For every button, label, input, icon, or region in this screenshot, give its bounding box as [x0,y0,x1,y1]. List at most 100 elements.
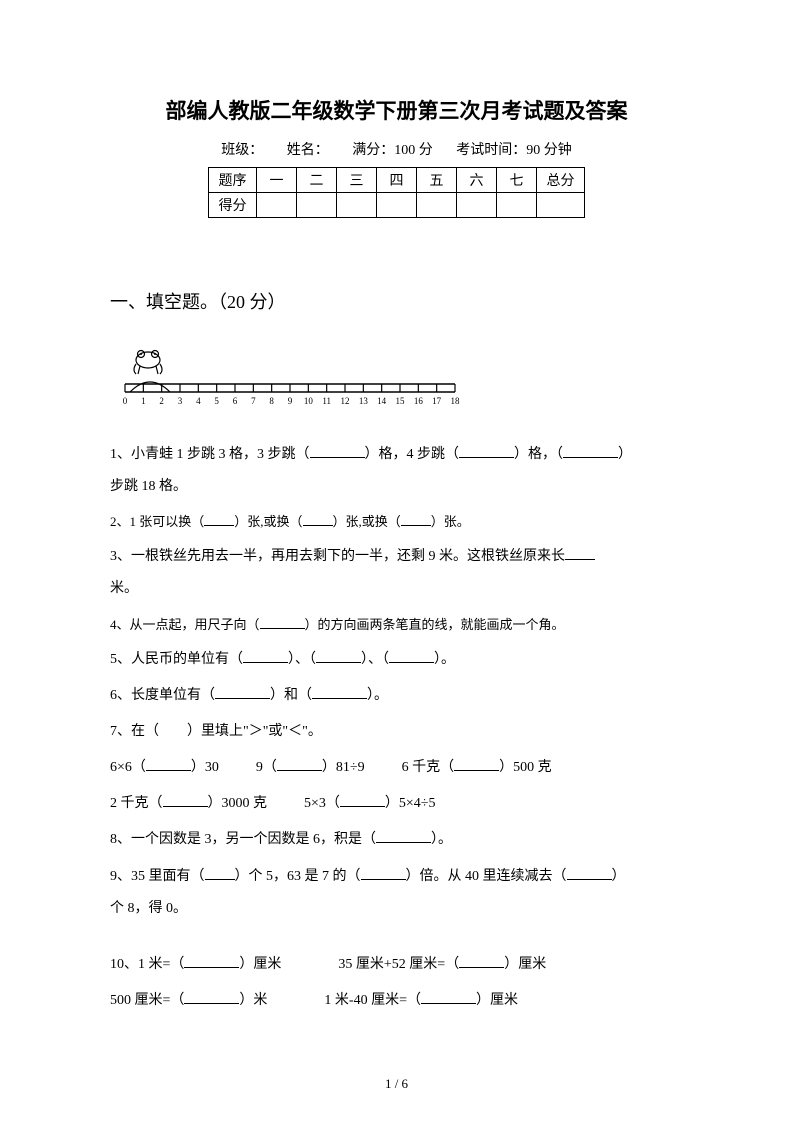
class-label: 班级： [221,143,263,158]
blank [389,649,434,663]
q-text: 步跳 18 格。 [110,479,187,494]
header-cell: 五 [417,168,457,193]
blank [205,866,235,880]
question-7: 7、在（ ）里填上"＞"或"＜"。 [110,716,683,748]
q-text: ）米 [239,993,267,1008]
q-text: 35 厘米+52 厘米=（ [338,957,459,972]
svg-text:15: 15 [396,396,406,406]
header-cell: 三 [337,168,377,193]
header-cell: 四 [377,168,417,193]
q-text: ）厘米 [476,993,518,1008]
frog-ruler-figure: 0123456789101112131415161718 [115,344,683,419]
page-title: 部编人教版二年级数学下册第三次月考试题及答案 [110,95,683,125]
svg-text:13: 13 [359,396,369,406]
page-number: 1 / 6 [0,1076,793,1092]
svg-text:17: 17 [432,396,442,406]
blank [421,990,476,1004]
q-text: ）81÷9 [322,760,365,775]
blank [260,615,305,629]
q-text: ）500 克 [499,760,552,775]
header-cell: 七 [497,168,537,193]
question-7-line1: 6×6（）30 9（）81÷9 6 千克（）500 克 [110,752,683,784]
q-text: 个 8，得 0。 [110,901,187,916]
q-text: ）张,或换（ [234,514,302,529]
blank [303,512,333,526]
blank [376,829,431,843]
q-text: ） [618,447,632,462]
blank [243,649,288,663]
question-2: 2、1 张可以换（ ）张,或换（ ）张,或换（ ）张。 [110,507,683,537]
section-1-title: 一、填空题。（20 分） [110,288,683,314]
q-text: ）倍。从 40 里连续减去（ [406,869,567,884]
svg-text:7: 7 [251,396,256,406]
q-text: ）5×4÷5 [385,796,436,811]
svg-text:8: 8 [269,396,274,406]
question-9: 9、35 里面有（）个 5，63 是 7 的（）倍。从 40 里连续减去（） 个… [110,861,683,925]
q-text: 9（ [256,760,277,775]
q-text: 500 厘米=（ [110,993,184,1008]
q-text: ）3000 克 [208,796,268,811]
q-text: 1 米-40 厘米=（ [324,993,421,1008]
question-6: 6、长度单位有（ ）和（ ）。 [110,680,683,712]
blank [184,990,239,1004]
svg-text:18: 18 [451,396,461,406]
score-cell [337,193,377,218]
q-text: ）格，4 步跳（ [365,447,460,462]
svg-text:2: 2 [159,396,164,406]
q-text: ）格，（ [514,447,563,462]
exam-info: 班级： 姓名： 满分：100 分 考试时间：90 分钟 [110,139,683,159]
header-cell: 题序 [209,168,257,193]
header-cell: 二 [297,168,337,193]
q-text: 6×6（ [110,760,146,775]
q-text: 6、长度单位有（ [110,688,215,703]
q-text: 5×3（ [304,796,340,811]
table-row: 得分 [209,193,585,218]
svg-text:4: 4 [196,396,201,406]
svg-text:14: 14 [377,396,387,406]
blank [310,444,365,458]
blank [312,685,367,699]
q-text: ）。 [367,688,388,703]
question-1: 1、小青蛙 1 步跳 3 格，3 步跳（）格，4 步跳（）格，（） 步跳 18 … [110,439,683,503]
q-text: ） [612,869,626,884]
q-text: ）个 5，63 是 7 的（ [235,869,361,884]
question-7-line2: 2 千克（）3000 克 5×3（）5×4÷5 [110,788,683,820]
svg-text:1: 1 [141,396,146,406]
blank [277,757,322,771]
score-cell [457,193,497,218]
svg-text:12: 12 [341,396,350,406]
svg-text:6: 6 [233,396,238,406]
q-text: 10、1 米=（ [110,957,184,972]
question-8: 8、一个因数是 3，另一个因数是 6，积是（ ）。 [110,824,683,856]
q-text: ）张。 [431,514,470,529]
q-text: ）。 [431,832,452,847]
score-cell [537,193,585,218]
q-text: ）张,或换（ [333,514,401,529]
svg-text:5: 5 [214,396,219,406]
question-3: 3、一根铁丝先用去一半，再用去剩下的一半，还剩 9 米。这根铁丝原来长 米。 [110,541,683,605]
question-10-line1: 10、1 米=（）厘米 35 厘米+52 厘米=（）厘米 [110,949,683,981]
blank [459,444,514,458]
svg-text:9: 9 [288,396,293,406]
q-text: ）、（ [288,652,316,667]
header-cell: 六 [457,168,497,193]
q-text: 米。 [110,581,138,596]
question-5: 5、人民币的单位有（）、（）、（）。 [110,644,683,676]
full-score: 满分：100 分 [352,143,433,158]
blank [146,757,191,771]
blank [565,546,595,560]
score-cell [297,193,337,218]
svg-text:11: 11 [322,396,331,406]
header-cell: 一 [257,168,297,193]
blank [204,512,234,526]
blank [454,757,499,771]
score-cell [417,193,457,218]
q-text: ）的方向画两条笔直的线，就能画成一个角。 [305,617,565,632]
number-line: 0123456789101112131415161718 [123,384,460,406]
q-text: ）和（ [270,688,312,703]
q-text: 8、一个因数是 3，另一个因数是 6，积是（ [110,832,376,847]
q-text: 2、1 张可以换（ [110,514,204,529]
blank [459,954,504,968]
q-text: 7、在（ ）里填上"＞"或"＜"。 [110,724,322,739]
svg-text:16: 16 [414,396,424,406]
